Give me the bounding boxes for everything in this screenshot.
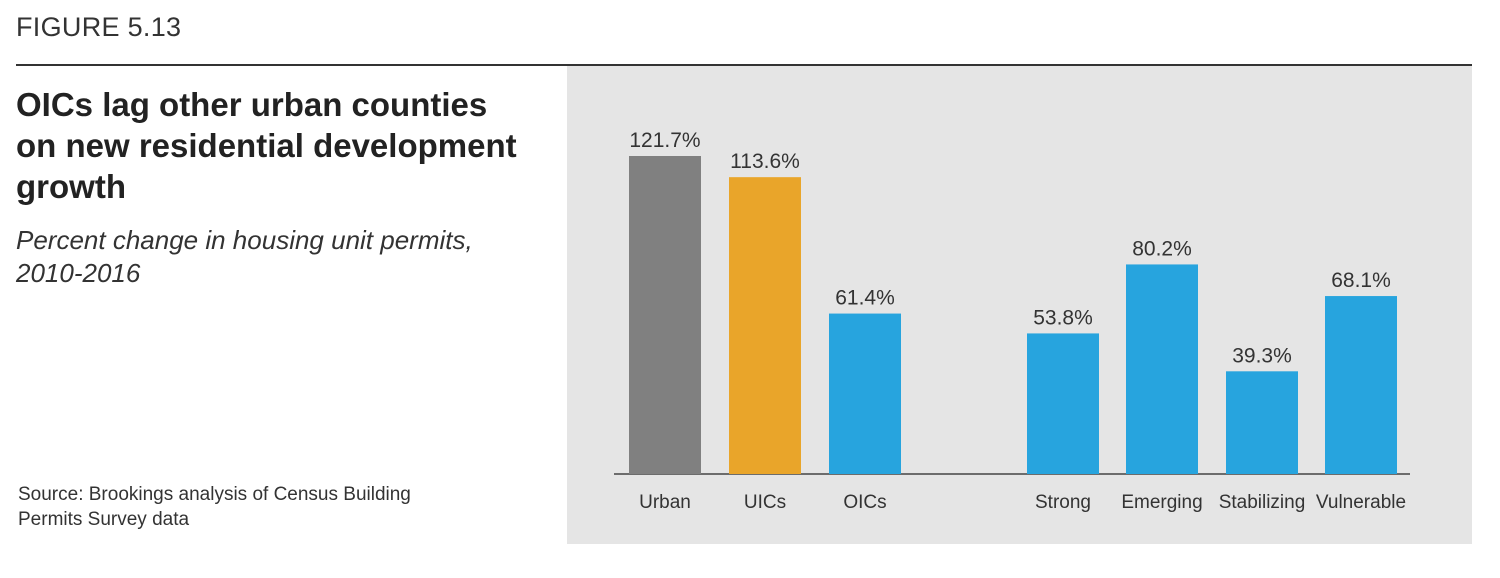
data-label-vulnerable: 68.1% — [1331, 269, 1391, 292]
data-label-stabilizing: 39.3% — [1232, 344, 1292, 367]
data-label-oics: 61.4% — [835, 287, 895, 310]
bar-uics — [729, 177, 801, 474]
tick-label-stabilizing: Stabilizing — [1219, 492, 1306, 513]
tick-label-emerging: Emerging — [1121, 492, 1202, 513]
tick-label-urban: Urban — [639, 492, 691, 513]
bar-strong — [1027, 333, 1099, 474]
chart-panel — [567, 66, 1472, 544]
tick-label-uics: UICs — [744, 492, 786, 513]
bar-stabilizing — [1226, 371, 1298, 474]
data-label-strong: 53.8% — [1033, 306, 1093, 329]
bar-vulnerable — [1325, 296, 1397, 474]
header-rule — [16, 64, 1472, 66]
tick-label-vulnerable: Vulnerable — [1316, 492, 1406, 513]
bar-urban — [629, 156, 701, 474]
tick-label-strong: Strong — [1035, 492, 1091, 513]
chart-subtitle: Percent change in housing unit permits, … — [16, 225, 473, 288]
data-label-emerging: 80.2% — [1132, 237, 1192, 260]
data-label-urban: 121.7% — [629, 129, 700, 152]
bar-oics — [829, 313, 901, 474]
data-label-uics: 113.6% — [730, 150, 800, 173]
chart-title: OICs lag other urban counties on new res… — [16, 86, 517, 205]
figure-label: FIGURE 5.13 — [16, 12, 182, 42]
tick-label-oics: OICs — [843, 492, 886, 513]
source-note: Source: Brookings analysis of Census Bui… — [18, 484, 411, 530]
bar-emerging — [1126, 264, 1198, 474]
